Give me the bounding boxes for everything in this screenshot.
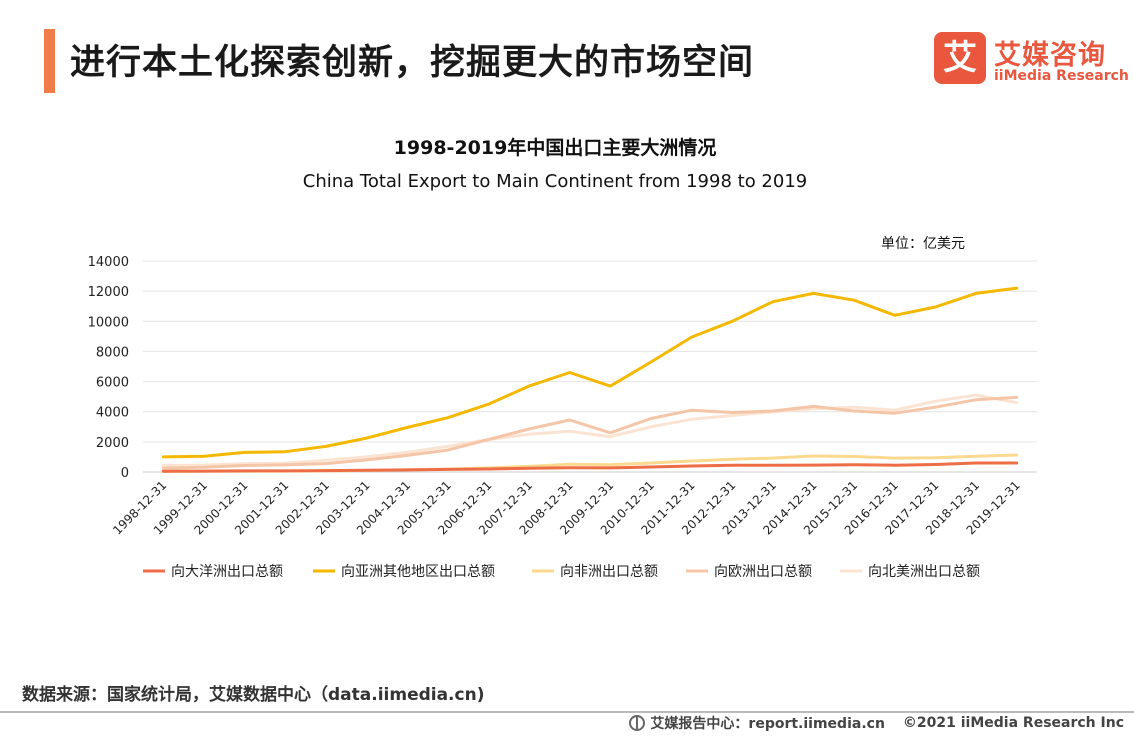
chart-subtitle: China Total Export to Main Continent fro… [302, 171, 808, 192]
y-axis-ticks: 0 2000 4000 6000 8000 10000 12000 14000 [88, 255, 129, 481]
legend-label: 向大洋洲出口总额 [171, 564, 283, 580]
globe-icon [629, 715, 646, 731]
page-title: 进行本土化探索创新，挖掘更大的市场空间 [70, 43, 755, 83]
series-line-4 [161, 393, 1019, 467]
y-tick-label: 10000 [88, 315, 129, 330]
footer-report-center[interactable]: 艾媒报告中心：report.iimedia.cn [650, 716, 885, 732]
unit-label: 单位：亿美元 [881, 236, 965, 252]
legend: 向大洋洲出口总额 向亚洲其他地区出口总额 向非洲出口总额 向欧洲出口总额 向北美洲出口总… [143, 564, 980, 580]
series-lines [161, 286, 1019, 473]
brand-name-en: iiMedia Research [994, 68, 1129, 84]
y-tick-label: 4000 [96, 406, 129, 421]
y-tick-label: 14000 [88, 255, 129, 270]
legend-label: 向欧洲出口总额 [714, 564, 812, 580]
brand-logo-icon: 艾 [934, 32, 986, 84]
footer-divider [0, 711, 1134, 713]
data-source: 数据来源：国家统计局，艾媒数据中心（data.iimedia.cn) [22, 685, 485, 705]
x-axis-ticks: 1998-12-311999-12-312000-12-312001-12-31… [110, 478, 1023, 537]
footer: 艾媒报告中心：report.iimedia.cn ©2021 iiMedia R… [629, 713, 1124, 733]
y-tick-label: 0 [121, 466, 129, 481]
brand-logo: 艾 艾媒咨询 iiMedia Research [934, 32, 1129, 87]
series-line-0 [161, 461, 1019, 473]
y-tick-label: 12000 [88, 285, 129, 300]
chart-title: 1998-2019年中国出口主要大洲情况 [393, 137, 717, 159]
y-tick-label: 6000 [96, 376, 129, 391]
y-tick-label: 2000 [96, 436, 129, 451]
title-accent-bar [44, 29, 55, 93]
footer-copyright: ©2021 iiMedia Research Inc [902, 715, 1124, 731]
series-line-3 [161, 395, 1019, 470]
legend-label: 向亚洲其他地区出口总额 [341, 564, 495, 580]
legend-label: 向非洲出口总额 [560, 564, 658, 580]
y-tick-label: 8000 [96, 345, 129, 360]
brand-name-cn: 艾媒咨询 [994, 40, 1106, 71]
grid-lines [143, 260, 1037, 473]
legend-label: 向北美洲出口总额 [868, 564, 980, 580]
series-line-1 [161, 286, 1019, 459]
